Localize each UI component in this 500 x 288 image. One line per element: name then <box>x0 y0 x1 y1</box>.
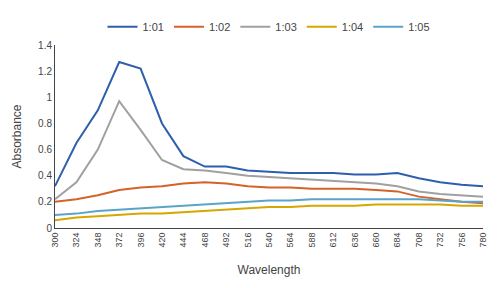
svg-text:300: 300 <box>50 233 60 248</box>
svg-text:636: 636 <box>350 233 360 248</box>
svg-text:564: 564 <box>285 233 295 248</box>
svg-text:732: 732 <box>435 233 445 248</box>
svg-text:588: 588 <box>307 233 317 248</box>
svg-text:492: 492 <box>221 233 231 248</box>
svg-text:1:03: 1:03 <box>275 21 296 33</box>
svg-text:1:04: 1:04 <box>342 21 363 33</box>
svg-text:660: 660 <box>371 233 381 248</box>
svg-text:1.4: 1.4 <box>38 40 52 51</box>
svg-text:1.2: 1.2 <box>38 66 52 77</box>
svg-text:780: 780 <box>478 233 488 248</box>
svg-text:Wavelength: Wavelength <box>238 263 301 277</box>
svg-text:0.4: 0.4 <box>38 170 52 181</box>
svg-text:756: 756 <box>457 233 467 248</box>
svg-text:684: 684 <box>392 233 402 248</box>
svg-text:0: 0 <box>46 223 52 234</box>
svg-text:324: 324 <box>71 233 81 248</box>
svg-text:708: 708 <box>414 233 424 248</box>
svg-text:516: 516 <box>243 233 253 248</box>
svg-text:1:05: 1:05 <box>408 21 429 33</box>
svg-text:444: 444 <box>178 233 188 248</box>
svg-text:1:02: 1:02 <box>209 21 230 33</box>
svg-text:612: 612 <box>328 233 338 248</box>
svg-text:396: 396 <box>136 233 146 248</box>
svg-text:540: 540 <box>264 233 274 248</box>
svg-text:Absorbance: Absorbance <box>10 104 24 168</box>
svg-text:1:01: 1:01 <box>143 21 164 33</box>
svg-text:348: 348 <box>93 233 103 248</box>
svg-text:420: 420 <box>157 233 167 248</box>
svg-text:1: 1 <box>46 92 52 103</box>
svg-text:0.8: 0.8 <box>38 118 52 129</box>
svg-text:0.2: 0.2 <box>38 196 52 207</box>
svg-text:468: 468 <box>200 233 210 248</box>
svg-text:372: 372 <box>114 233 124 248</box>
svg-text:0.6: 0.6 <box>38 144 52 155</box>
